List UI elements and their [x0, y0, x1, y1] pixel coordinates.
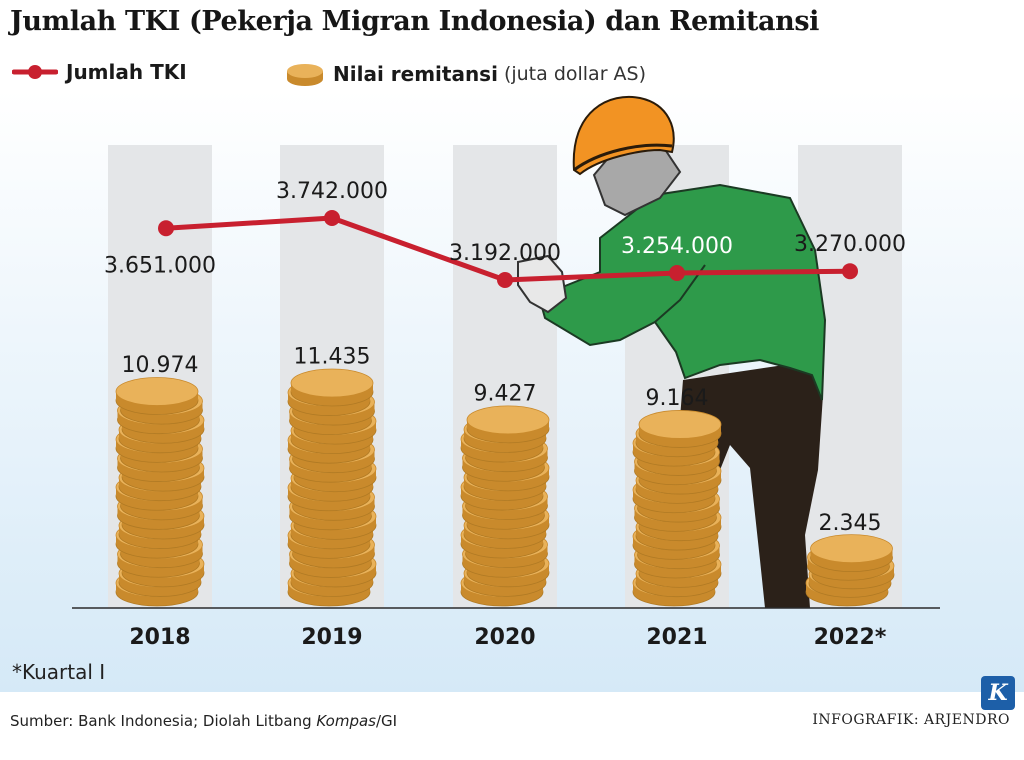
footnote: *Kuartal I	[12, 660, 106, 684]
worker-arm-fold	[654, 264, 706, 323]
worker-illustration	[517, 96, 827, 608]
tki-value-label-2021: 3.254.000	[621, 234, 733, 259]
coin-value-label-2019: 11.435	[294, 345, 371, 370]
tki-point-2019	[324, 210, 340, 226]
tki-value-label-2020: 3.192.000	[449, 241, 561, 266]
tki-point-2021	[669, 265, 685, 282]
tki-point-2022*	[842, 263, 858, 280]
kompas-logo-icon: K	[981, 676, 1015, 710]
coin-stacks	[115, 368, 895, 607]
coin-stack-2020	[460, 405, 550, 607]
coin-value-label-2020: 9.427	[474, 381, 537, 406]
legend-item-remitansi: Nilai remitansi (juta dollar AS)	[285, 60, 646, 88]
legend-item-tki: Jumlah TKI	[12, 60, 187, 84]
tki-value-label-2019: 3.742.000	[276, 179, 388, 204]
coin-value-labels: 10.974 11.435 9.427 9.164 2.345	[122, 345, 882, 537]
coin-value-label-2021: 9.164	[646, 386, 709, 411]
tki-point-2018	[158, 220, 174, 237]
worker-glove	[517, 254, 568, 314]
x-tick-2019: 2019	[301, 625, 362, 650]
legend-label-tki: Jumlah TKI	[66, 60, 187, 84]
chart-title: Jumlah TKI (Pekerja Migran Indonesia) da…	[10, 6, 820, 37]
infographic-credit: INFOGRAFIK: ARJENDRO	[812, 712, 1010, 728]
x-tick-2020: 2020	[474, 625, 535, 650]
chart-svg: 10.974 11.435 9.427 9.164 2.345 3.651.000 3.7…	[72, 96, 940, 650]
tki-value-label-2018: 3.651.000	[104, 253, 216, 278]
x-axis-tick-labels: 2018 2019 2020 2021 2022*	[129, 625, 886, 650]
x-tick-2018: 2018	[129, 625, 190, 650]
x-tick-2022*: 2022*	[814, 625, 887, 650]
tki-line-series	[158, 210, 858, 288]
coin-stack-2019	[287, 368, 377, 607]
x-tick-2021: 2021	[646, 625, 707, 650]
source-note: Sumber: Bank Indonesia; Diolah Litbang K…	[10, 712, 398, 730]
legend-line-marker-icon	[12, 65, 58, 79]
tki-value-labels: 3.651.000 3.742.000 3.192.000 3.254.000 3.27…	[104, 179, 906, 278]
legend-unit: (juta dollar AS)	[503, 63, 647, 85]
worker-helmet-brim	[573, 143, 673, 172]
worker-helmet	[572, 96, 675, 176]
coin-stack-2018	[115, 377, 205, 607]
tki-point-2020	[497, 272, 513, 288]
coin-value-label-2018: 10.974	[122, 353, 199, 378]
coin-stack-2021	[632, 410, 722, 607]
coin-value-label-2022*: 2.345	[819, 511, 882, 536]
coin-stack-icon	[287, 64, 323, 86]
legend-label-remitansi: Nilai remitansi	[333, 62, 498, 86]
coin-stack-2022*	[805, 534, 895, 607]
tki-value-label-2022*: 3.270.000	[794, 232, 906, 257]
